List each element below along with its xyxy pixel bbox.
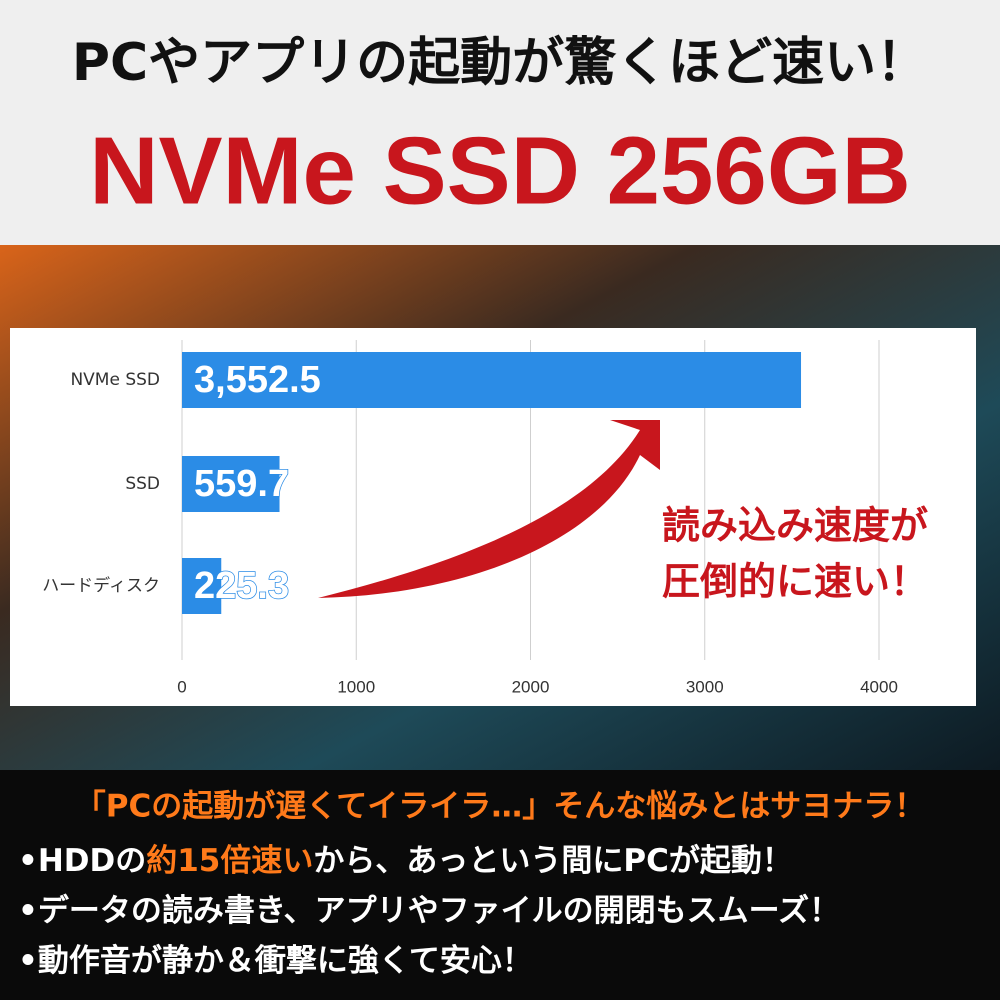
arrow xyxy=(318,420,660,598)
value-label: 559.7 xyxy=(194,463,289,505)
x-tick-label: 0 xyxy=(177,677,186,696)
bullet-segment: から、あっという間にPCが起動！ xyxy=(313,843,792,879)
header-band xyxy=(0,0,1000,245)
bar xyxy=(182,558,222,614)
bullet: •データの読み書き、アプリやファイルの開閉もスムーズ！ xyxy=(18,893,840,929)
bullet-segment: 約15倍速い xyxy=(146,843,313,879)
x-tick-label: 1000 xyxy=(337,677,375,696)
bullet-segment: •動作音が静か＆衝撃に強くて安心！ xyxy=(18,943,533,979)
headline: PCやアプリの起動が驚くほど速い！ xyxy=(72,33,928,93)
x-tick-label: 2000 xyxy=(512,677,550,696)
chart: 0 1000 2000 3000 4000 NVMe SSD 3,552.5 SSD 559.7… xyxy=(42,340,898,696)
y-tick-label: ハードディスク xyxy=(42,575,160,596)
annotation-line: 圧倒的に速い！ xyxy=(662,560,928,604)
bar xyxy=(182,352,802,408)
y-tick-label: NVMe SSD xyxy=(70,370,160,390)
value-label: 3,552.5 xyxy=(194,359,321,401)
bullet-segment: •HDDの xyxy=(18,843,146,879)
y-tick-label: SSD xyxy=(125,474,160,494)
bullet-list: •HDDの約15倍速いから、あっという間にPCが起動！ •データの読み書き、アプリ… xyxy=(18,843,840,979)
bullet: •HDDの約15倍速いから、あっという間にPCが起動！ xyxy=(18,843,793,879)
annotation-line: 読み込み速度が xyxy=(662,504,928,548)
bullet-segment: •データの読み書き、アプリやファイルの開閉もスムーズ！ xyxy=(18,893,840,929)
footer-headline: 「PCの起動が遅くてイライラ…」そんな悩みとはサヨナラ！ xyxy=(75,789,926,825)
bullet: •動作音が静か＆衝撃に強くて安心！ xyxy=(18,943,533,979)
bar xyxy=(182,456,280,512)
value-label: 225.3 xyxy=(194,565,289,607)
x-tick-label: 4000 xyxy=(860,677,898,696)
product-title: NVMe SSD 256GB xyxy=(89,117,911,224)
x-tick-label: 3000 xyxy=(686,677,724,696)
footer-band xyxy=(0,770,1000,1000)
